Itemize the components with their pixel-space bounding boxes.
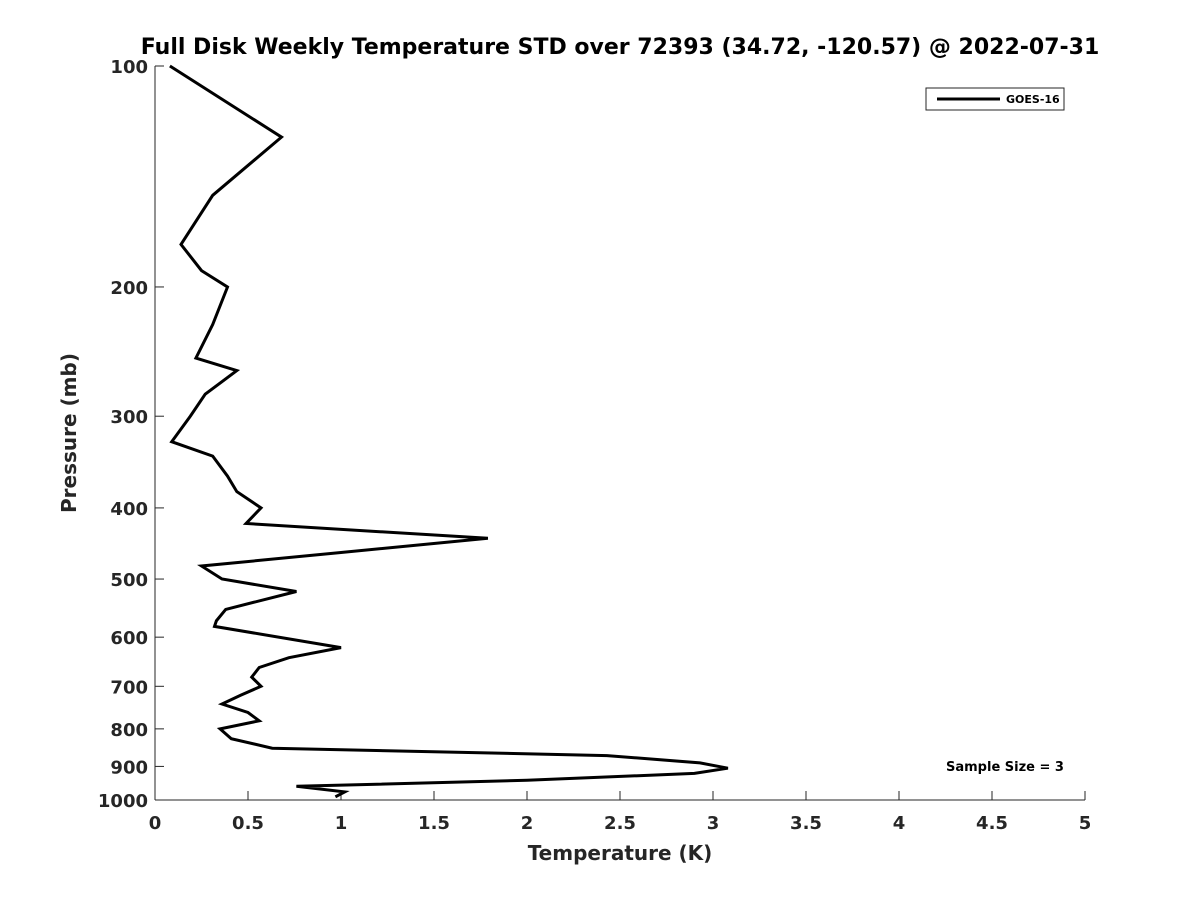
y-tick-label: 700 <box>110 677 148 698</box>
x-tick-label: 4 <box>893 813 906 834</box>
y-tick-label: 200 <box>110 278 148 299</box>
y-tick-label: 500 <box>110 570 148 591</box>
y-axis-label: Pressure (mb) <box>57 353 81 513</box>
x-tick-label: 3 <box>707 813 720 834</box>
y-tick-label: 800 <box>110 720 148 741</box>
y-tick-label: 600 <box>110 628 148 649</box>
y-axis-ticks: 100 200 300 400 500 600 700 800 900 1000 <box>98 57 164 812</box>
series-layer <box>169 64 729 799</box>
legend: GOES-16 <box>925 87 1065 111</box>
chart-title: Full Disk Weekly Temperature STD over 72… <box>141 35 1100 60</box>
x-tick-label: 4.5 <box>976 813 1008 834</box>
x-tick-label: 0.5 <box>232 813 264 834</box>
series-line-goes-16 <box>169 64 729 799</box>
x-axis-label: Temperature (K) <box>528 841 713 865</box>
sample-size-annotation: Sample Size = 3 <box>946 760 1064 775</box>
y-tick-label: 100 <box>110 57 148 78</box>
x-tick-label: 0 <box>149 813 162 834</box>
x-tick-label: 1 <box>335 813 348 834</box>
y-tick-label: 1000 <box>98 791 148 812</box>
y-tick-label: 300 <box>110 407 148 428</box>
x-tick-label: 2.5 <box>604 813 636 834</box>
legend-entry-goes-16: GOES-16 <box>1006 93 1060 106</box>
x-tick-label: 1.5 <box>418 813 450 834</box>
y-tick-label: 900 <box>110 757 148 778</box>
x-axis-ticks: 0 0.5 1 1.5 2 2.5 3 3.5 4 4.5 5 <box>149 791 1092 834</box>
x-tick-label: 3.5 <box>790 813 822 834</box>
x-tick-label: 2 <box>521 813 534 834</box>
x-tick-label: 5 <box>1079 813 1092 834</box>
y-tick-label: 400 <box>110 499 148 520</box>
